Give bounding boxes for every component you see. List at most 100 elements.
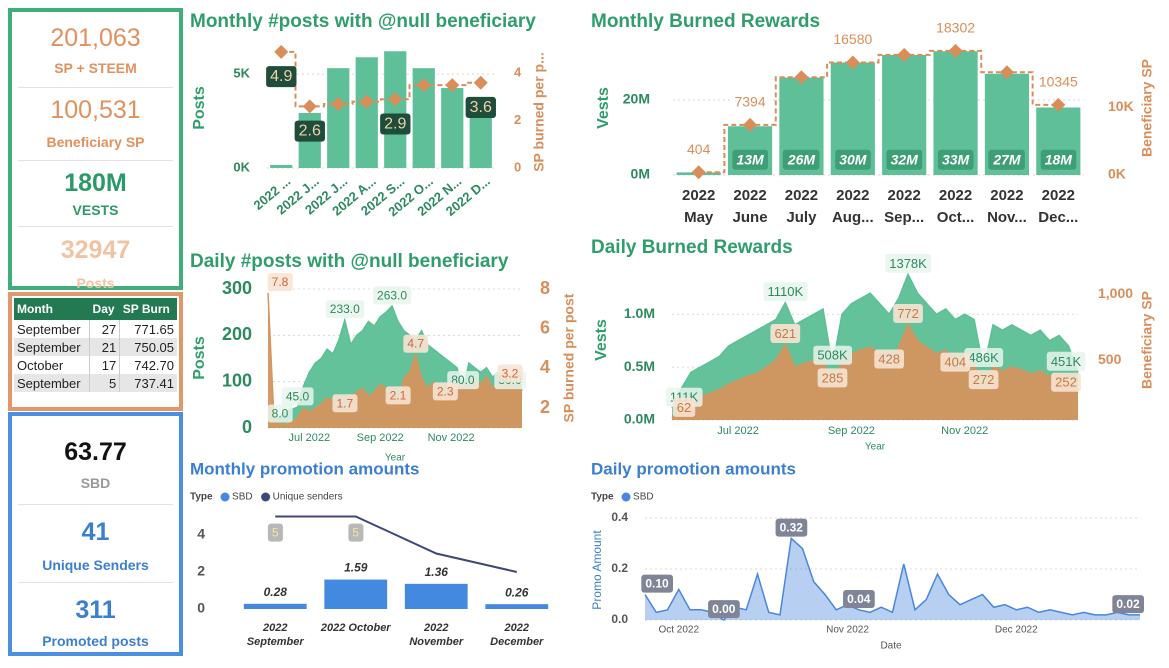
data-label: 7394	[734, 94, 765, 110]
y2-axis-title: Beneficiary SP	[1139, 59, 1155, 157]
data-label-box	[294, 120, 325, 142]
y-axis-title: Vests	[595, 87, 612, 129]
data-label-box	[641, 574, 674, 593]
marker	[1051, 97, 1066, 112]
line	[267, 304, 523, 425]
marker	[897, 47, 912, 62]
y-tick-label: 100	[222, 370, 252, 390]
data-label: 252	[1055, 375, 1077, 390]
data-label: 16580	[833, 31, 872, 47]
y-tick-label: 0K	[233, 159, 250, 174]
kpi-label: SP + STEEM	[54, 60, 137, 76]
data-label-box	[683, 138, 715, 159]
data-label: 1.7	[336, 396, 353, 410]
y2-axis-title: SP burned per post	[561, 293, 577, 422]
x-tick-label: Aug...	[832, 209, 874, 226]
y2-tick-label: 6	[540, 317, 550, 337]
x-tick-label: June	[733, 209, 768, 226]
data-label: 13M	[736, 152, 764, 168]
x-tick-label: Oct...	[937, 209, 975, 226]
y-tick-label: 0.5M	[624, 358, 655, 374]
x-tick-label: September	[247, 636, 305, 648]
marker	[445, 78, 460, 93]
header-cell[interactable]: SP Burn	[119, 298, 177, 320]
kpi-label: Promoted posts	[42, 633, 149, 649]
data-label-box	[672, 397, 696, 417]
data-label: 508K	[817, 348, 848, 363]
x-tick-label: 2022	[423, 622, 448, 634]
y2-tick-label: 10K	[1108, 98, 1134, 114]
legend-label: SBD	[232, 492, 253, 503]
data-label-box	[348, 523, 364, 542]
marker	[948, 43, 963, 58]
marker	[845, 55, 860, 70]
data-label-box	[782, 149, 820, 170]
kpi-value: 311	[75, 596, 116, 624]
cell: 21	[89, 338, 120, 356]
chart-title: Monthly #posts with @null beneficiary	[190, 11, 536, 32]
x-tick-label: Jul 2022	[289, 432, 331, 444]
x-axis-title: Date	[880, 641, 902, 652]
bar	[270, 164, 293, 168]
data-label: 45.0	[286, 389, 310, 403]
data-label-box	[843, 589, 875, 608]
legend-swatch	[261, 492, 271, 502]
data-label: 2.9	[384, 116, 406, 133]
data-label-box	[770, 323, 801, 343]
area	[645, 538, 1140, 620]
data-label: 32M	[891, 152, 919, 168]
data-label: 3.2	[502, 366, 519, 380]
data-label-box	[932, 17, 980, 38]
cell: 742.70	[119, 356, 177, 374]
marker	[743, 117, 758, 132]
chart-title: Monthly Burned Rewards	[591, 11, 820, 32]
cell: 771.65	[119, 320, 177, 338]
data-label: 4.7	[407, 337, 424, 351]
header-cell[interactable]: Day	[89, 298, 120, 320]
data-label-box	[1112, 595, 1145, 614]
data-label-box	[763, 282, 808, 302]
marker	[331, 97, 346, 112]
x-tick-label: 2022	[990, 187, 1023, 204]
data-label: 0.10	[645, 577, 669, 591]
data-label-box	[385, 386, 411, 405]
y-tick-label: 300	[222, 278, 252, 298]
cell: September	[17, 321, 81, 337]
x-tick-label: Oct 2022	[658, 625, 699, 636]
data-label-box	[380, 113, 411, 135]
x-tick-label: Nov 2022	[428, 432, 475, 444]
data-label-box	[968, 370, 999, 390]
data-label-box	[1040, 149, 1077, 170]
y2-tick-label: 0K	[1108, 166, 1126, 182]
data-label: 62	[677, 400, 691, 415]
data-label: 30M	[839, 152, 867, 168]
data-label-box	[817, 368, 848, 388]
y2-tick-label: 4	[514, 65, 522, 80]
burn-table: Month Day SP Burn September 27 771.65 Septem…	[14, 298, 177, 392]
data-label: 26M	[787, 152, 816, 168]
y-tick-label: 200	[222, 324, 252, 344]
bar	[327, 68, 350, 168]
data-label: 2.1	[390, 388, 407, 402]
y-tick-label: 0M	[631, 166, 650, 182]
data-label: 233.0	[330, 302, 360, 316]
line	[275, 515, 517, 573]
marker	[388, 92, 403, 107]
y2-tick-label: 500	[1098, 351, 1122, 367]
x-tick-label: Sep 2022	[357, 432, 404, 444]
promotion-card: 63.77 SBD 41 Unique Senders 311 Promoted…	[8, 412, 183, 656]
y2-tick-label: 8	[540, 278, 550, 298]
y-tick-label: 20M	[623, 91, 650, 107]
chart-title: Daily promotion amounts	[591, 459, 796, 478]
data-label: 404	[687, 141, 711, 157]
bar	[412, 68, 435, 168]
data-label-box	[874, 349, 905, 369]
y-tick-label: 0	[197, 600, 205, 616]
header-cell[interactable]: Month	[14, 298, 90, 320]
marker	[359, 94, 374, 109]
y2-tick-label: 0	[514, 159, 521, 174]
y2-axis-title: SP burned per p...	[531, 52, 547, 172]
area	[268, 292, 522, 428]
x-tick-label: Nov...	[987, 209, 1027, 226]
